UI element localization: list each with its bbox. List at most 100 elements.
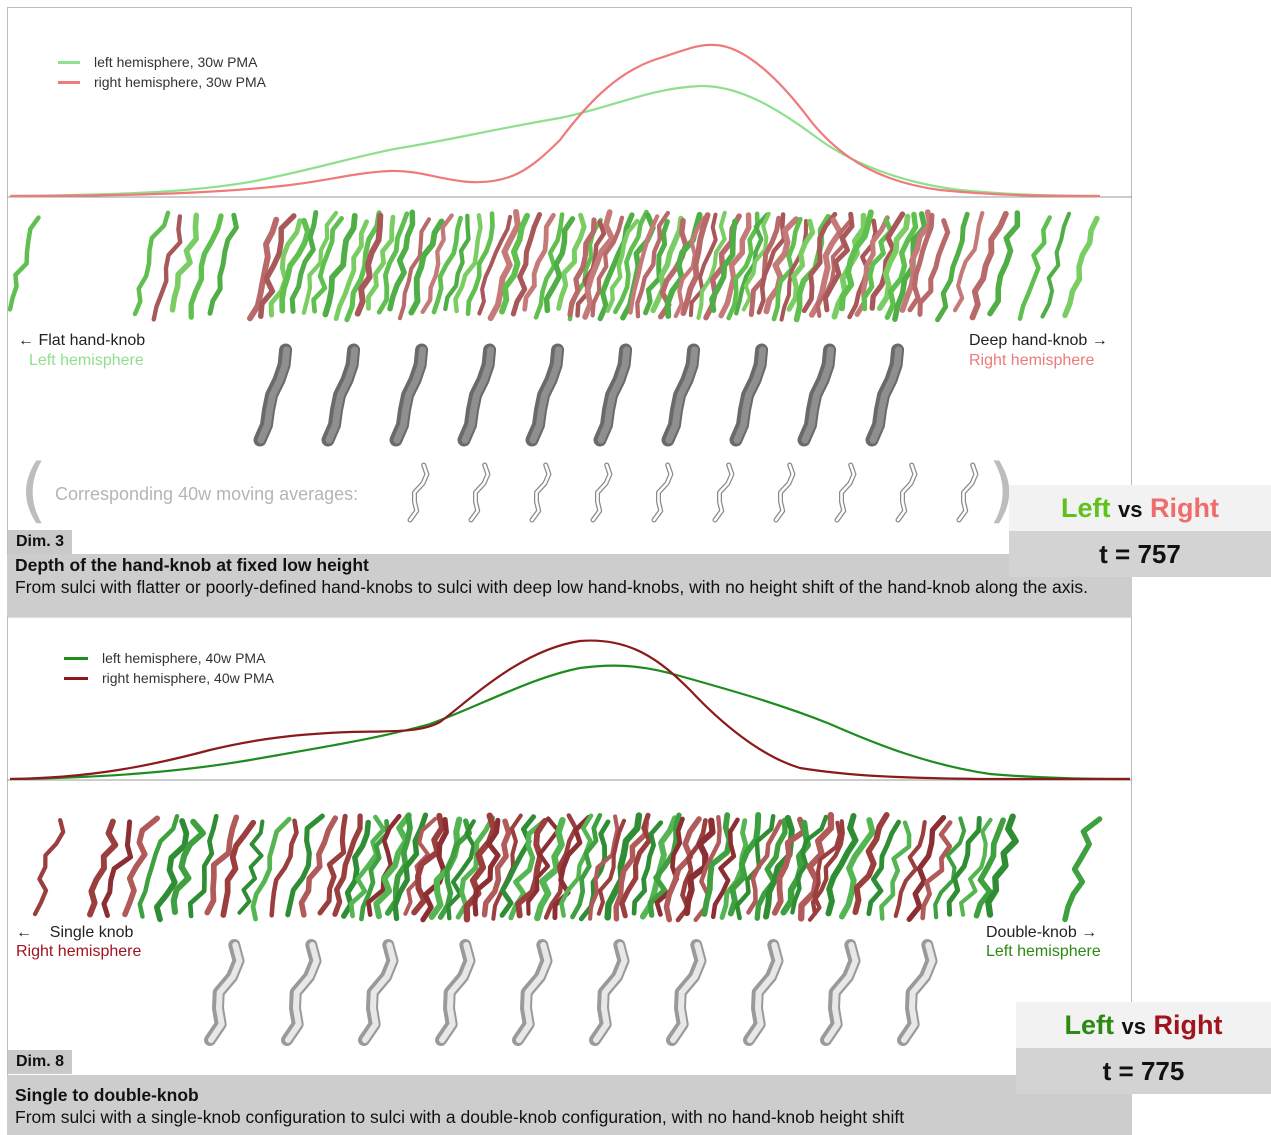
dim3-sulcus-strand xyxy=(301,210,339,315)
dim3-mean-shape-highlight xyxy=(393,346,427,444)
dim8-legend-left-label: left hemisphere, 40w PMA xyxy=(102,650,266,666)
dim3-sulcus-strand xyxy=(907,212,935,313)
dim8-left-end-label: ← Single knob xyxy=(16,924,134,941)
dim8-sulcus-strand xyxy=(985,813,1019,918)
dim8-sulcus-strand xyxy=(663,816,702,923)
dim3-sulcus-strand xyxy=(207,212,239,316)
dim3-average-shape-inner xyxy=(469,463,490,522)
dim3-sulcus-strand xyxy=(397,217,432,321)
dim3-mean-shape-highlight xyxy=(325,346,359,444)
dim3-sulcus-strand xyxy=(709,218,738,313)
dim8-sulcus-strand xyxy=(534,816,566,922)
dim3-sulcus-strand xyxy=(258,213,297,319)
dim8-sulcus-strand xyxy=(411,812,445,916)
dim8-description: From sulci with a single-knob configurat… xyxy=(15,1107,905,1127)
dim3-sulcus-strand xyxy=(726,211,760,321)
dim8-left-end-sub: Right hemisphere xyxy=(16,943,142,960)
dim8-sulcus-strand xyxy=(654,816,685,917)
dim8-sulcus-strand xyxy=(631,820,664,916)
dim3-mean-shape-highlight xyxy=(257,346,291,444)
dim3-sulcus-strand xyxy=(311,216,344,314)
dim8-legend: left hemisphere, 40w PMA right hemispher… xyxy=(64,648,274,688)
dim8-sulcus-strand xyxy=(285,813,325,918)
dim8-sulcus-strand xyxy=(552,815,591,921)
dim3-sulcus-strand xyxy=(453,213,483,314)
dim3-sulcus-strand xyxy=(366,214,396,311)
dim8-sulcus-strand xyxy=(446,819,476,921)
dim8-right-end-sub: Left hemisphere xyxy=(986,943,1101,960)
dim3-left-end-label: ← Flat hand-knob xyxy=(18,332,146,349)
dim3-sulcus-strand xyxy=(499,212,531,315)
dim3-legend-right-swatch xyxy=(58,80,80,84)
dim3-sulcus-strand xyxy=(387,209,416,312)
dim3-sulcus-strand xyxy=(567,217,597,318)
dim8-sulcus-strand xyxy=(187,813,219,919)
dim3-sulcus-strand xyxy=(247,216,280,322)
dim3-average-shape-inner xyxy=(530,463,551,522)
dim8-sulcus-strand xyxy=(701,812,733,917)
dim3-sulcus-strand xyxy=(582,209,615,320)
dim3-title: Depth of the hand-knob at fixed low heig… xyxy=(15,555,369,575)
dim3-sulcus-strand xyxy=(344,210,382,323)
dim8-sulcus-strand xyxy=(250,816,292,922)
dim3-sulcus-strand xyxy=(801,211,838,314)
dim8-legend-right-swatch xyxy=(64,676,88,680)
dim3-left-end-sub: Left hemisphere xyxy=(29,352,144,369)
dim8-sulcus-strand xyxy=(515,817,548,919)
dim3-sulcus-strand xyxy=(635,210,671,319)
dim8-sulcus-strand xyxy=(619,812,652,919)
dim3-right-end-sub: Right hemisphere xyxy=(969,352,1095,369)
dim8-mean-shape-highlight xyxy=(824,942,859,1043)
dim8-tag: Dim. 8 xyxy=(8,1050,73,1074)
dim3-legend-right-label: right hemisphere, 30w PMA xyxy=(94,74,266,90)
dim3-caption: Depth of the hand-knob at fixed low heig… xyxy=(7,554,1132,617)
dim8-sulcus-strand xyxy=(204,814,240,916)
dim3-tag: Dim. 3 xyxy=(8,530,73,554)
dim8-mean-shape-highlight xyxy=(747,942,782,1043)
dim3-sulcus-strand xyxy=(650,215,684,314)
dim3-sulcus-strand xyxy=(289,210,319,314)
dim8-mean-shape-highlight xyxy=(670,942,705,1043)
dim3-average-label: Corresponding 40w moving averages: xyxy=(55,484,359,504)
dim8-stat-value: t = 775 xyxy=(1016,1048,1271,1094)
dim8-title: Single to double-knob xyxy=(15,1085,199,1105)
dim8-sulcus-strand xyxy=(559,813,594,918)
dim8-left-curve xyxy=(9,664,1131,781)
dim8-right-end-label: Double-knob → xyxy=(986,924,1098,941)
dim3-sulcus-strand xyxy=(969,210,1009,321)
dim3-mean-shape-highlight xyxy=(461,346,495,444)
dim8-sulcus-strand xyxy=(455,815,496,920)
dim3-average-shape-inner xyxy=(835,463,856,522)
dim3-sulcus-strand xyxy=(741,211,771,312)
dim8-sulcus-strand xyxy=(906,814,947,922)
dim8-stat-box: Left vs Right t = 775 xyxy=(1016,1002,1271,1094)
dim8-sulcus-strand xyxy=(237,819,265,915)
dim8-sulcus-strand xyxy=(543,813,579,920)
dim8-sulcus-strand xyxy=(973,817,1006,919)
dim8-sulcus-strand xyxy=(746,819,783,915)
dim3-average-shape-inner xyxy=(774,463,795,522)
dim8-stat-left: Left xyxy=(1064,1010,1115,1040)
dim8-sulcus-strand xyxy=(810,819,845,916)
dim8-sulcus-strand xyxy=(403,816,438,916)
dim3-sulcus-strand xyxy=(522,212,556,312)
dim3-legend-left: left hemisphere, 30w PMA xyxy=(58,52,266,72)
dim8-sulcus-strand xyxy=(604,812,643,921)
dim3-sulcus-strand xyxy=(779,218,809,322)
dim3-legend-left-label: left hemisphere, 30w PMA xyxy=(94,54,258,70)
dim3-sulcus-strand xyxy=(132,210,171,317)
dim3-sulcus-strand xyxy=(151,214,183,322)
dim8-sulcus-strand xyxy=(220,819,257,918)
dim8-sulcus-strand xyxy=(153,818,190,923)
dim8-sulcus-strand xyxy=(472,817,501,917)
dim3-sulcus-strand xyxy=(869,211,906,311)
dim8-mean-shape-highlight xyxy=(516,942,551,1043)
dim8-sulcus-strand xyxy=(1062,816,1103,923)
dim3-average-shape-inner xyxy=(896,463,917,522)
dim3-sulcus-strand xyxy=(688,212,718,318)
dim8-sulcus-strand xyxy=(87,818,119,918)
dim8-sulcus-strand xyxy=(348,814,387,919)
dim3-sulcus-strand xyxy=(408,218,445,316)
